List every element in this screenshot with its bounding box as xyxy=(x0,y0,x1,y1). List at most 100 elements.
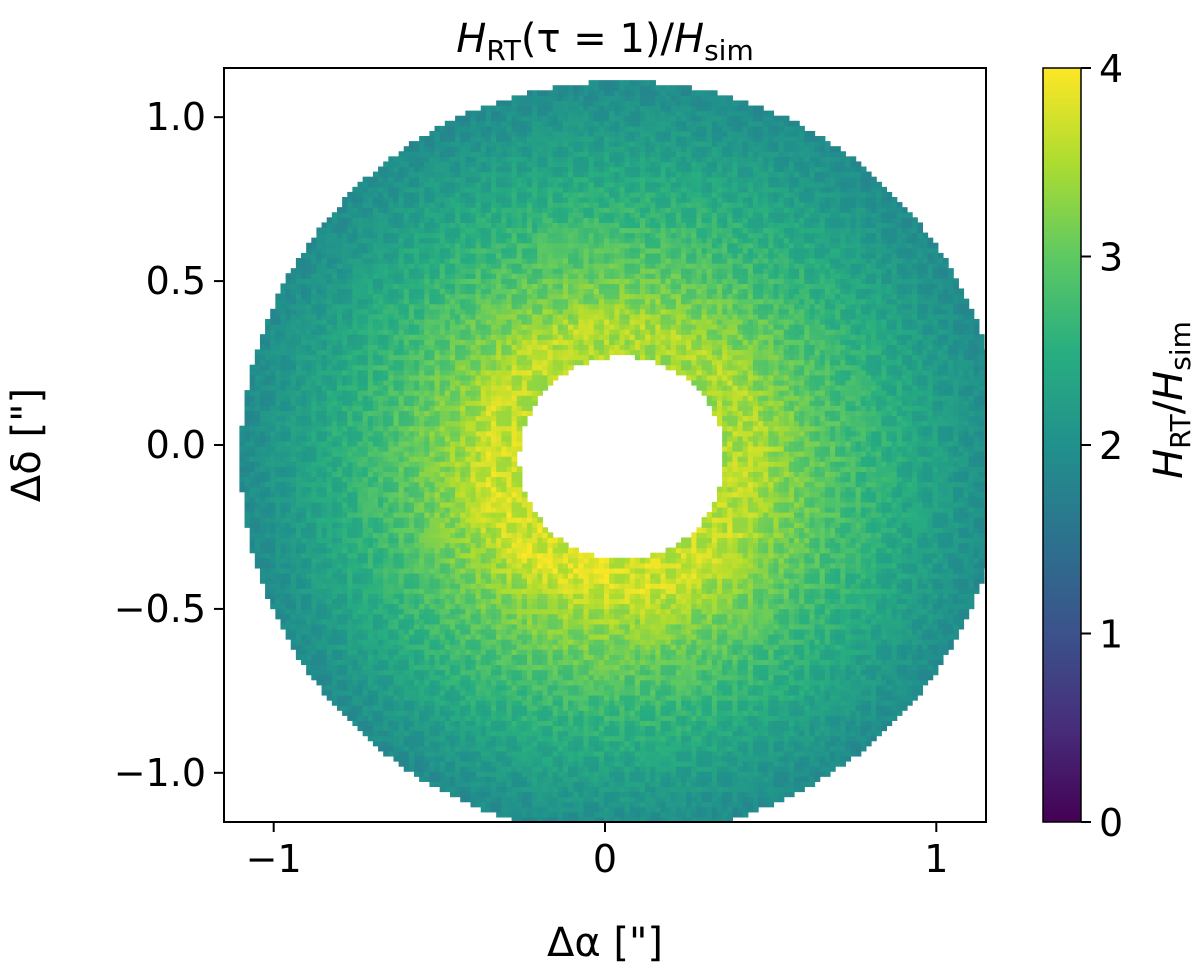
heatmap-cell xyxy=(383,512,389,518)
heatmap-cell xyxy=(439,344,446,351)
heatmap-cell xyxy=(367,618,374,625)
heatmap-cell xyxy=(439,562,446,569)
heatmap-cell xyxy=(372,374,379,381)
heatmap-cell xyxy=(301,537,307,544)
heatmap-cell xyxy=(485,598,492,605)
heatmap-cell xyxy=(403,755,410,762)
heatmap-cell xyxy=(419,694,425,701)
heatmap-cell xyxy=(326,517,333,523)
heatmap-cell xyxy=(383,252,389,259)
heatmap-cell xyxy=(259,451,266,457)
heatmap-cell xyxy=(388,613,395,620)
heatmap-cell xyxy=(414,608,420,615)
heatmap-cell xyxy=(475,268,482,274)
heatmap-cell xyxy=(480,608,487,615)
heatmap-cell xyxy=(455,156,461,163)
heatmap-cell xyxy=(449,583,456,589)
heatmap-cell xyxy=(444,755,451,762)
heatmap-cell xyxy=(331,313,338,320)
heatmap-cell xyxy=(429,400,436,406)
heatmap-cell xyxy=(419,171,425,178)
heatmap-cell xyxy=(372,435,379,442)
heatmap-cell xyxy=(475,740,482,747)
heatmap-cell xyxy=(362,679,369,686)
heatmap-cell xyxy=(336,613,343,620)
heatmap-cell xyxy=(367,522,374,528)
heatmap-cell xyxy=(306,613,312,620)
heatmap-cell xyxy=(408,740,415,747)
heatmap-cell xyxy=(485,466,492,472)
heatmap-cell xyxy=(460,181,466,188)
heatmap-cell xyxy=(449,588,456,594)
heatmap-cell xyxy=(311,588,318,594)
heatmap-cell xyxy=(465,664,472,671)
heatmap-cell xyxy=(465,252,472,259)
heatmap-cell xyxy=(475,501,482,508)
heatmap-cell xyxy=(449,136,456,142)
heatmap-cell xyxy=(434,257,441,264)
heatmap-cell xyxy=(342,451,348,457)
heatmap-cell xyxy=(434,466,441,472)
heatmap-cell xyxy=(311,476,318,483)
heatmap-cell xyxy=(367,293,374,300)
heatmap-cell xyxy=(388,344,395,351)
heatmap-cell xyxy=(311,400,318,406)
heatmap-cell xyxy=(316,491,323,498)
heatmap-cell xyxy=(352,313,359,320)
heatmap-cell xyxy=(460,694,466,701)
heatmap-cell xyxy=(290,268,297,274)
heatmap-cell xyxy=(342,410,348,417)
heatmap-cell xyxy=(424,578,431,584)
heatmap-cell xyxy=(342,344,348,351)
heatmap-cell xyxy=(321,633,328,640)
heatmap-cell xyxy=(480,771,487,777)
heatmap-cell xyxy=(398,669,405,676)
heatmap-cell xyxy=(367,613,374,620)
heatmap-cell xyxy=(321,445,328,452)
heatmap-cell xyxy=(485,679,492,686)
heatmap-cell xyxy=(419,679,425,686)
heatmap-cell xyxy=(362,212,369,218)
heatmap-cell xyxy=(316,664,323,671)
heatmap-cell xyxy=(480,567,487,574)
heatmap-cell xyxy=(408,395,415,401)
heatmap-cell xyxy=(480,593,487,600)
heatmap-cell xyxy=(485,603,492,610)
heatmap-cell xyxy=(388,486,395,493)
heatmap-cell xyxy=(403,227,410,234)
heatmap-cell xyxy=(414,588,420,594)
heatmap-cell xyxy=(306,242,312,249)
heatmap-cell xyxy=(414,247,420,254)
heatmap-cell xyxy=(444,405,451,412)
heatmap-cell xyxy=(470,542,477,549)
heatmap-cell xyxy=(449,664,456,671)
heatmap-cell xyxy=(408,186,415,193)
heatmap-cell xyxy=(295,486,302,493)
heatmap-cell xyxy=(244,501,251,508)
heatmap-cell xyxy=(383,710,389,716)
heatmap-cell xyxy=(383,689,389,696)
heatmap-cell xyxy=(280,313,287,320)
heatmap-cell xyxy=(419,410,425,417)
heatmap-cell xyxy=(485,573,492,579)
heatmap-cell xyxy=(342,247,348,254)
heatmap-cell xyxy=(362,293,369,300)
heatmap-cell xyxy=(470,451,477,457)
heatmap-cell xyxy=(254,547,261,554)
heatmap-cell xyxy=(336,603,343,610)
heatmap-cell xyxy=(465,349,472,356)
heatmap-cell xyxy=(378,242,384,249)
heatmap-cell xyxy=(362,593,369,600)
heatmap-cell xyxy=(393,557,400,564)
heatmap-cell xyxy=(378,324,384,330)
heatmap-cell xyxy=(449,161,456,168)
heatmap-cell xyxy=(347,293,353,300)
heatmap-cell xyxy=(444,491,451,498)
heatmap-cell xyxy=(378,222,384,229)
heatmap-cell xyxy=(357,212,364,218)
heatmap-cell xyxy=(465,161,472,168)
heatmap-cell xyxy=(301,608,307,615)
heatmap-cell xyxy=(403,644,410,650)
heatmap-cell xyxy=(480,385,487,391)
heatmap-cell xyxy=(295,537,302,544)
